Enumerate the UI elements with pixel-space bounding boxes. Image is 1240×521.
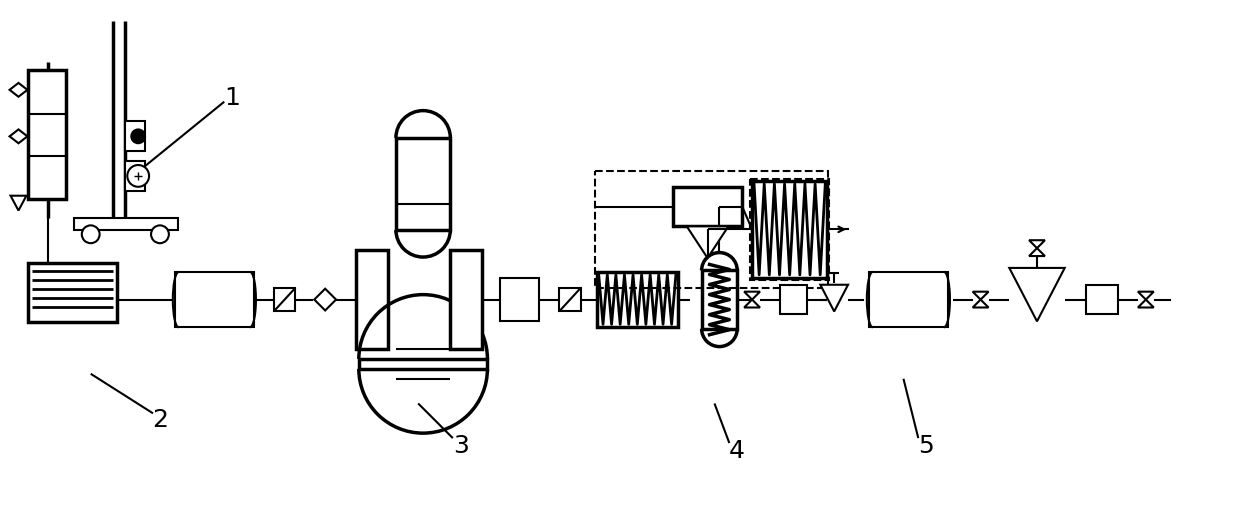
Bar	[125, 121, 145, 151]
Polygon shape	[314, 289, 336, 311]
Bar	[358, 359, 487, 369]
Circle shape	[82, 226, 99, 243]
Polygon shape	[744, 300, 760, 307]
Bar	[673, 187, 743, 226]
Bar	[869, 272, 947, 327]
Polygon shape	[1138, 300, 1153, 307]
Text: 1: 1	[224, 86, 241, 110]
Circle shape	[151, 226, 169, 243]
Polygon shape	[11, 196, 26, 210]
Bar	[559, 288, 580, 312]
Bar	[1086, 285, 1118, 314]
Polygon shape	[972, 292, 988, 300]
Text: 3: 3	[453, 434, 469, 458]
Bar	[125, 161, 145, 191]
Polygon shape	[10, 129, 27, 143]
Bar	[702, 270, 738, 329]
Bar	[356, 250, 388, 349]
Polygon shape	[1029, 248, 1045, 256]
Polygon shape	[687, 226, 728, 258]
Circle shape	[128, 165, 149, 187]
Bar	[753, 181, 827, 278]
Polygon shape	[972, 300, 988, 307]
Bar	[750, 179, 830, 280]
Bar	[74, 218, 177, 230]
Bar	[450, 250, 482, 349]
Bar	[274, 288, 295, 312]
Polygon shape	[1138, 292, 1153, 300]
Circle shape	[130, 128, 146, 144]
Text: 4: 4	[729, 439, 745, 463]
Polygon shape	[1029, 240, 1045, 248]
Bar	[780, 285, 807, 314]
Polygon shape	[10, 83, 27, 97]
Bar	[396, 138, 450, 230]
Polygon shape	[1009, 268, 1065, 321]
Bar	[29, 263, 118, 322]
Bar	[596, 272, 678, 327]
Bar	[175, 272, 254, 327]
Polygon shape	[821, 285, 848, 312]
Text: 2: 2	[153, 408, 167, 432]
Bar	[500, 278, 539, 321]
Text: 5: 5	[919, 434, 934, 458]
Polygon shape	[744, 292, 760, 300]
Bar	[29, 70, 66, 199]
Bar	[595, 171, 828, 288]
